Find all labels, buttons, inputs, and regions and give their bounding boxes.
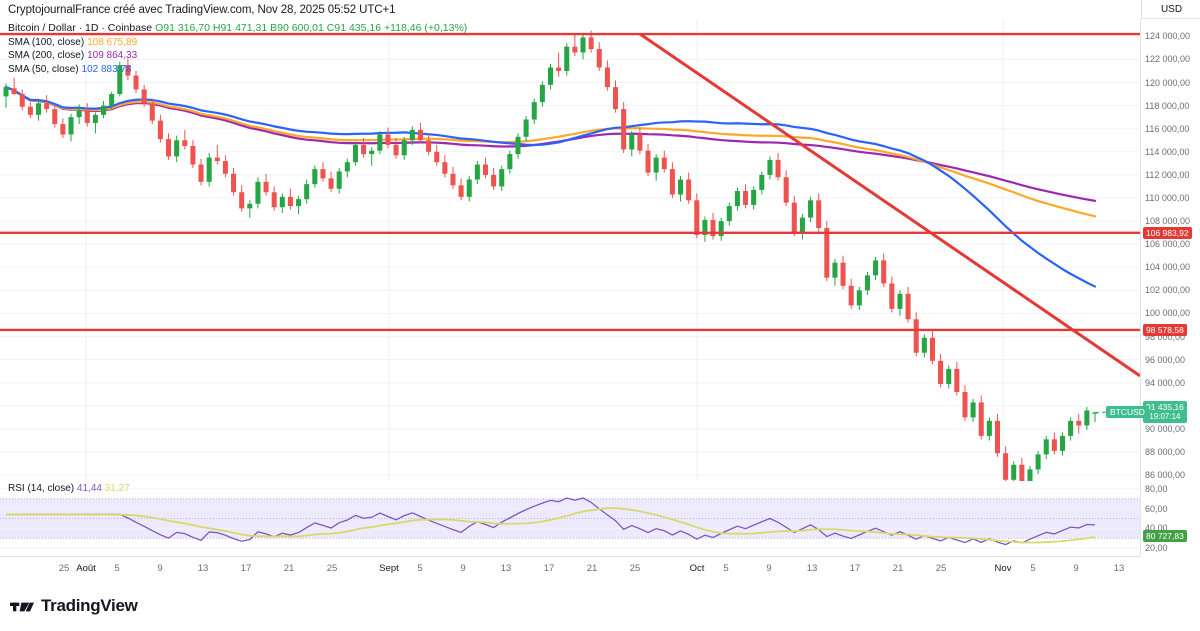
price-axis-tick: 104 000,00 <box>1145 262 1191 273</box>
rsi-legend-label: RSI (14, close) <box>8 483 75 494</box>
time-axis-label: Nov <box>994 563 1012 574</box>
price-chart-svg <box>0 19 1140 556</box>
ticker-tag-btcusd: BTCUSD <box>1106 406 1149 419</box>
price-axis-tick: 98 000,00 <box>1145 331 1186 342</box>
time-axis-label: 9 <box>157 563 163 574</box>
rsi-legend-value: 41,44 <box>76 483 102 494</box>
price-axis-tick: 100 000,00 <box>1145 308 1191 319</box>
price-axis-tick: 108 000,00 <box>1145 216 1191 227</box>
time-axis-label: 25 <box>629 563 641 574</box>
time-axis-label: 21 <box>586 563 598 574</box>
time-axis-label: 21 <box>892 563 904 574</box>
time-axis-label: Août <box>76 563 96 574</box>
price-chart-plot[interactable] <box>0 19 1140 556</box>
last-price-value: 91 435,16 <box>1146 402 1184 413</box>
price-axis-tick: 122 000,00 <box>1145 54 1191 65</box>
price-axis-tick: 90 000,00 <box>1145 423 1186 434</box>
price-axis-tick: 120 000,00 <box>1145 77 1191 88</box>
price-axis-tick: 112 000,00 <box>1145 169 1190 180</box>
time-axis-label: 13 <box>1113 563 1125 574</box>
rsi-legend[interactable]: RSI (14, close) 41,44 31,27 <box>8 483 130 494</box>
rsi-pane[interactable]: RSI (14, close) 41,44 31,27 <box>0 481 1140 556</box>
time-axis-label: Sept <box>379 563 399 574</box>
rsi-svg <box>0 488 1140 549</box>
price-axis[interactable]: USD 124 000,00 122 000,00 120 000,00 118 00… <box>1140 0 1200 556</box>
price-axis-tick: 124 000,00 <box>1145 31 1191 42</box>
rsi-axis-tick: 40,00 <box>1145 523 1168 534</box>
price-badge-support-low: 80 727,83 <box>1143 530 1187 543</box>
price-badge-support-mid: 98 578,58 <box>1143 323 1187 336</box>
time-axis-label: 17 <box>849 563 861 574</box>
tradingview-logo-icon <box>10 598 34 614</box>
time-axis-label: 13 <box>500 563 512 574</box>
time-axis-label: 25 <box>935 563 947 574</box>
time-axis-label: 5 <box>1030 563 1036 574</box>
rsi-axis-tick: 60,00 <box>1145 503 1168 514</box>
price-axis-currency-header: USD <box>1141 0 1200 19</box>
time-axis-label: 9 <box>1073 563 1079 574</box>
footer-bar: TradingView <box>0 580 1200 631</box>
rsi-axis-tick: 80,00 <box>1145 483 1168 494</box>
price-axis-tick: 118 000,00 <box>1145 100 1190 111</box>
rsi-axis[interactable]: 80,00 60,00 40,00 20,00 <box>1140 481 1200 556</box>
price-axis-tick: 106 000,00 <box>1145 239 1191 250</box>
rsi-axis-tick: 20,00 <box>1145 543 1168 554</box>
price-axis-tick: 88 000,00 <box>1145 447 1186 458</box>
time-axis-label: 5 <box>114 563 120 574</box>
time-axis-label: 9 <box>766 563 772 574</box>
price-axis-tick: 86 000,00 <box>1145 470 1186 481</box>
time-axis-label: 17 <box>543 563 555 574</box>
price-axis-tick: 114 000,00 <box>1145 146 1190 157</box>
time-axis-label: 9 <box>460 563 466 574</box>
time-axis[interactable]: 25 Août 5 9 13 17 21 25 Sept 5 9 13 17 21 25 Oct 5 9 13 17 2… <box>0 556 1140 580</box>
price-badge-resistance-mid: 106 983,92 <box>1143 226 1192 239</box>
attribution-text: CryptojournalFrance créé avec TradingVie… <box>8 4 396 16</box>
price-axis-tick: 102 000,00 <box>1145 285 1191 296</box>
rsi-legend-ma-value: 31,27 <box>104 483 130 494</box>
time-axis-label: 25 <box>326 563 338 574</box>
time-axis-label: 25 <box>58 563 70 574</box>
time-axis-label: Oct <box>689 563 705 574</box>
price-axis-tick: 110 000,00 <box>1145 193 1190 203</box>
time-axis-label: 5 <box>723 563 729 574</box>
time-axis-label: 17 <box>240 563 252 574</box>
price-axis-tick: 94 000,00 <box>1145 377 1186 388</box>
time-axis-label: 21 <box>283 563 295 574</box>
last-price-badge: 91 435,16 19:07:14 <box>1143 401 1187 424</box>
tradingview-brand-text: TradingView <box>41 595 138 615</box>
time-axis-label: 5 <box>417 563 423 574</box>
price-axis-tick: 96 000,00 <box>1145 354 1186 365</box>
price-axis-tick: 116 000,00 <box>1145 123 1190 134</box>
last-price-countdown: 19:07:14 <box>1149 412 1181 422</box>
time-axis-label: 13 <box>197 563 209 574</box>
time-axis-label: 13 <box>806 563 818 574</box>
